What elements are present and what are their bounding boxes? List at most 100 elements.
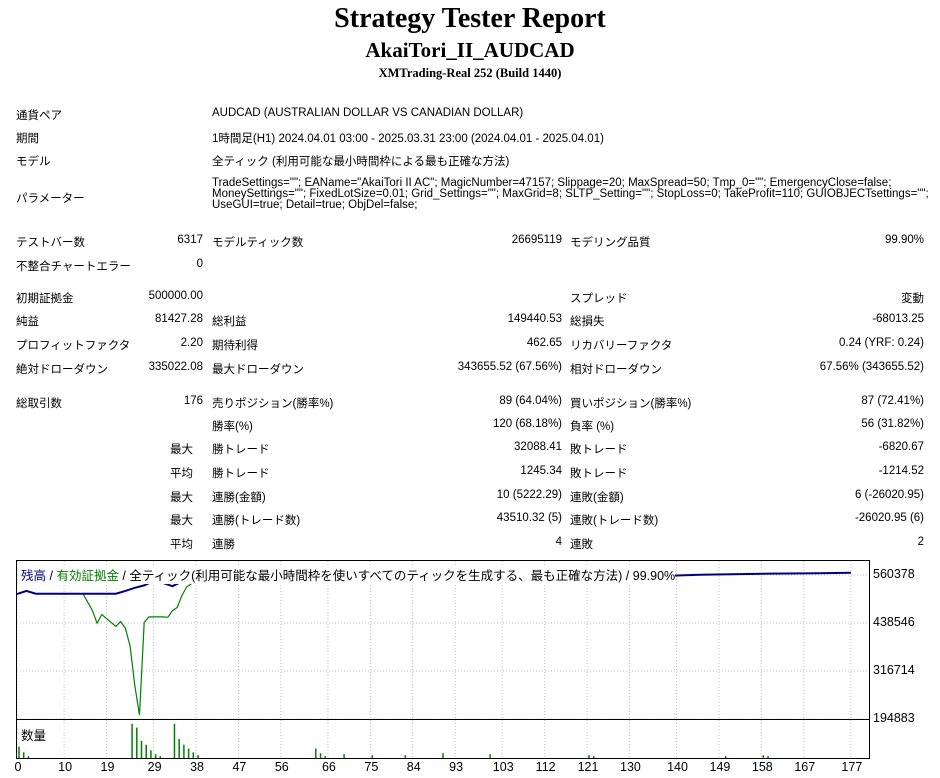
legend-sep: / — [46, 569, 57, 583]
pf-label: プロフィットファクタ — [16, 340, 131, 352]
gross-profit-value: 149440.53 — [507, 313, 562, 325]
avg-loss-value: -1214.52 — [878, 465, 924, 477]
cons-amt-prefix: 最大 — [170, 492, 193, 504]
bars-label: テストバー数 — [16, 237, 85, 249]
total-value: 176 — [183, 395, 203, 407]
model-label: モデル — [16, 156, 51, 168]
largest-win-label: 勝トレード — [212, 444, 270, 456]
x-tick-label: 47 — [232, 760, 247, 774]
avg-cons-wins-value: 4 — [555, 536, 562, 548]
rel-dd-value: 67.56% (343655.52) — [819, 361, 924, 373]
bars-value: 6317 — [177, 234, 203, 246]
long-value: 87 (72.41%) — [861, 395, 924, 407]
cons-loss-amt-label: 連敗(金額) — [570, 492, 624, 504]
symbol-value: AUDCAD (AUSTRALIAN DOLLAR VS CANADIAN DO… — [212, 107, 524, 119]
symbol-label: 通貨ペア — [16, 110, 62, 122]
x-tick-label: 149 — [709, 760, 731, 774]
x-tick-label: 75 — [364, 760, 379, 774]
errors-value: 0 — [196, 258, 203, 270]
recovery-label: リカバリーファクタ — [570, 340, 673, 352]
volume-chart: 数量 — [16, 719, 870, 759]
x-tick-label: 130 — [620, 760, 641, 774]
avg-win-label: 勝トレード — [212, 468, 270, 480]
x-tick-label: 158 — [751, 760, 773, 774]
net-label: 純益 — [16, 316, 39, 328]
errors-label: 不整合チャートエラー — [16, 261, 131, 273]
avg-cons-loss-value: 2 — [917, 536, 924, 548]
loss-rate-value: 56 (31.82%) — [861, 418, 924, 430]
x-tick-label: 10 — [58, 760, 73, 774]
rel-dd-label: 相対ドローダウン — [570, 364, 662, 376]
avg-loss-label: 敗トレード — [570, 468, 628, 480]
server-build: XMTrading-Real 252 (Build 1440) — [378, 66, 562, 80]
x-tick-label: 121 — [577, 760, 599, 774]
max-dd-label: 最大ドローダウン — [212, 364, 304, 376]
short-value: 89 (64.04%) — [499, 395, 562, 407]
x-tick-label: 84 — [406, 760, 421, 774]
largest-loss-value: -6820.67 — [878, 441, 924, 453]
largest-prefix: 最大 — [170, 444, 193, 456]
balance-chart-svg — [17, 561, 869, 719]
x-tick-label: 93 — [449, 760, 464, 774]
average-prefix: 平均 — [170, 468, 193, 480]
payoff-value: 462.65 — [526, 337, 562, 349]
x-tick-label: 66 — [321, 760, 336, 774]
model-value: 全ティック (利用可能な最小時間枠による最も正確な方法) — [212, 156, 510, 168]
largest-loss-label: 敗トレード — [570, 444, 628, 456]
cons-wins-amt-value: 10 (5222.29) — [496, 489, 562, 501]
avg-win-value: 1245.34 — [520, 465, 562, 477]
x-tick-label: 177 — [841, 760, 863, 774]
y-tick-label: 560378 — [873, 567, 915, 581]
period-value: 1時間足(H1) 2024.04.01 03:00 - 2025.03.31 2… — [212, 133, 604, 145]
cons-trades-prefix: 最大 — [170, 515, 193, 527]
payoff-label: 期待利得 — [212, 340, 258, 352]
gross-loss-label: 総損失 — [570, 316, 605, 328]
x-tick-label: 29 — [147, 760, 162, 774]
gross-profit-label: 総利益 — [212, 316, 247, 328]
y-tick-label: 316714 — [873, 663, 915, 677]
win-rate-value: 120 (68.18%) — [492, 418, 562, 430]
cons-loss-amt-value: 6 (-26020.95) — [854, 489, 924, 501]
x-tick-label: 112 — [535, 760, 556, 774]
y-tick-label: 194883 — [873, 711, 915, 725]
cons-wins-tr-label: 連勝(トレード数) — [212, 515, 301, 527]
legend-equity: 有効証拠金 — [56, 569, 119, 583]
max-dd-value: 343655.52 (67.56%) — [457, 361, 562, 373]
recovery-value: 0.24 (YRF: 0.24) — [838, 337, 924, 349]
cons-wins-amt-label: 連勝(金額) — [212, 492, 266, 504]
short-label: 売りポジション(勝率%) — [212, 398, 334, 410]
win-rate-label: 勝率(%) — [212, 421, 253, 433]
chart-legend: 残高 / 有効証拠金 / 全ティック(利用可能な最小時間枠を使いすべてのティック… — [21, 565, 676, 584]
loss-rate-label: 負率 (%) — [570, 421, 615, 433]
x-tick-label: 0 — [14, 760, 22, 774]
net-value: 81427.28 — [155, 313, 203, 325]
cons-loss-tr-value: -26020.95 (6) — [854, 512, 924, 524]
deposit-value: 500000.00 — [148, 290, 203, 302]
y-tick-label: 438546 — [873, 615, 915, 629]
balance-chart: 残高 / 有効証拠金 / 全ティック(利用可能な最小時間枠を使いすべてのティック… — [16, 560, 870, 720]
params-label: パラメーター — [16, 193, 85, 205]
params-value: TradeSettings=""; EAName="AkaiTori II AC… — [212, 177, 929, 211]
ticks-value: 26695119 — [511, 234, 562, 246]
volume-chart-svg — [17, 720, 852, 758]
equity-line — [17, 580, 197, 716]
avg-cons-wins-label: 連勝 — [212, 539, 235, 551]
spread-label: スプレッド — [570, 293, 628, 305]
avg-cons-loss-label: 連敗 — [570, 539, 593, 551]
legend-model: / 全ティック(利用可能な最小時間枠を使いすべてのティックを生成する、最も正確な… — [118, 569, 676, 583]
avg-cons-prefix: 平均 — [170, 539, 193, 551]
spread-value: 変動 — [901, 293, 924, 305]
x-tick-label: 103 — [492, 760, 514, 774]
abs-dd-value: 335022.08 — [148, 361, 203, 373]
cons-wins-tr-value: 43510.32 (5) — [496, 512, 562, 524]
ea-name: AkaiTori_II_AUDCAD — [365, 38, 575, 62]
gross-loss-value: -68013.25 — [872, 313, 924, 325]
cons-loss-tr-label: 連敗(トレード数) — [570, 515, 659, 527]
largest-win-value: 32088.41 — [514, 441, 562, 453]
pf-value: 2.20 — [180, 337, 203, 349]
volume-label: 数量 — [21, 729, 47, 743]
modeling-value: 99.90% — [884, 234, 924, 246]
deposit-label: 初期証拠金 — [16, 293, 74, 305]
x-tick-label: 19 — [100, 760, 115, 774]
x-tick-label: 140 — [667, 760, 688, 774]
